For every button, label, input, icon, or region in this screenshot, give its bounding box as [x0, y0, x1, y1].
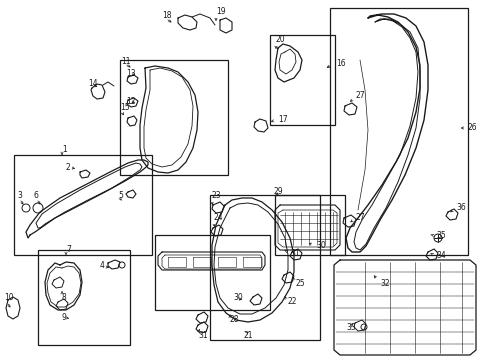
- Text: 13: 13: [126, 68, 135, 77]
- Bar: [329, 8, 467, 255]
- Text: 36: 36: [455, 203, 465, 212]
- Text: 12: 12: [126, 96, 135, 105]
- Text: 18: 18: [162, 12, 171, 21]
- Text: 19: 19: [216, 8, 225, 17]
- Text: 3: 3: [17, 190, 22, 199]
- Text: 23: 23: [210, 192, 220, 201]
- Text: 21: 21: [243, 332, 252, 341]
- Text: 5: 5: [118, 190, 122, 199]
- Bar: [269, 35, 334, 125]
- Text: 29: 29: [272, 186, 282, 195]
- Text: 9: 9: [62, 312, 67, 321]
- Text: 30: 30: [315, 242, 325, 251]
- Text: 14: 14: [88, 78, 98, 87]
- Text: 2: 2: [66, 162, 71, 171]
- Text: 16: 16: [335, 58, 345, 68]
- Text: 28: 28: [229, 315, 239, 324]
- Text: 7: 7: [66, 246, 71, 255]
- Text: 6: 6: [34, 190, 39, 199]
- Bar: [155, 235, 269, 310]
- Text: 25: 25: [295, 279, 305, 288]
- Text: 31: 31: [198, 332, 207, 341]
- Text: 10: 10: [4, 293, 14, 302]
- Bar: [38, 250, 130, 345]
- Bar: [120, 60, 227, 175]
- Text: 22: 22: [287, 297, 297, 306]
- Text: 34: 34: [435, 252, 445, 261]
- Text: 17: 17: [278, 116, 287, 125]
- Text: 4: 4: [100, 261, 104, 270]
- Text: 30: 30: [232, 293, 242, 302]
- Text: 20: 20: [275, 36, 285, 45]
- Bar: [14, 155, 152, 255]
- Text: 15: 15: [120, 104, 129, 112]
- Text: 27: 27: [355, 91, 365, 100]
- Text: 31: 31: [289, 248, 299, 257]
- Text: 27: 27: [355, 213, 365, 222]
- Text: 33: 33: [346, 324, 355, 333]
- Text: 32: 32: [379, 279, 389, 288]
- Bar: [274, 195, 345, 255]
- Text: 8: 8: [62, 292, 67, 302]
- Text: 24: 24: [213, 213, 222, 222]
- Bar: [209, 195, 319, 340]
- Text: 11: 11: [121, 57, 130, 66]
- Text: 26: 26: [467, 123, 477, 132]
- Text: 1: 1: [62, 145, 67, 154]
- Text: 35: 35: [435, 231, 445, 240]
